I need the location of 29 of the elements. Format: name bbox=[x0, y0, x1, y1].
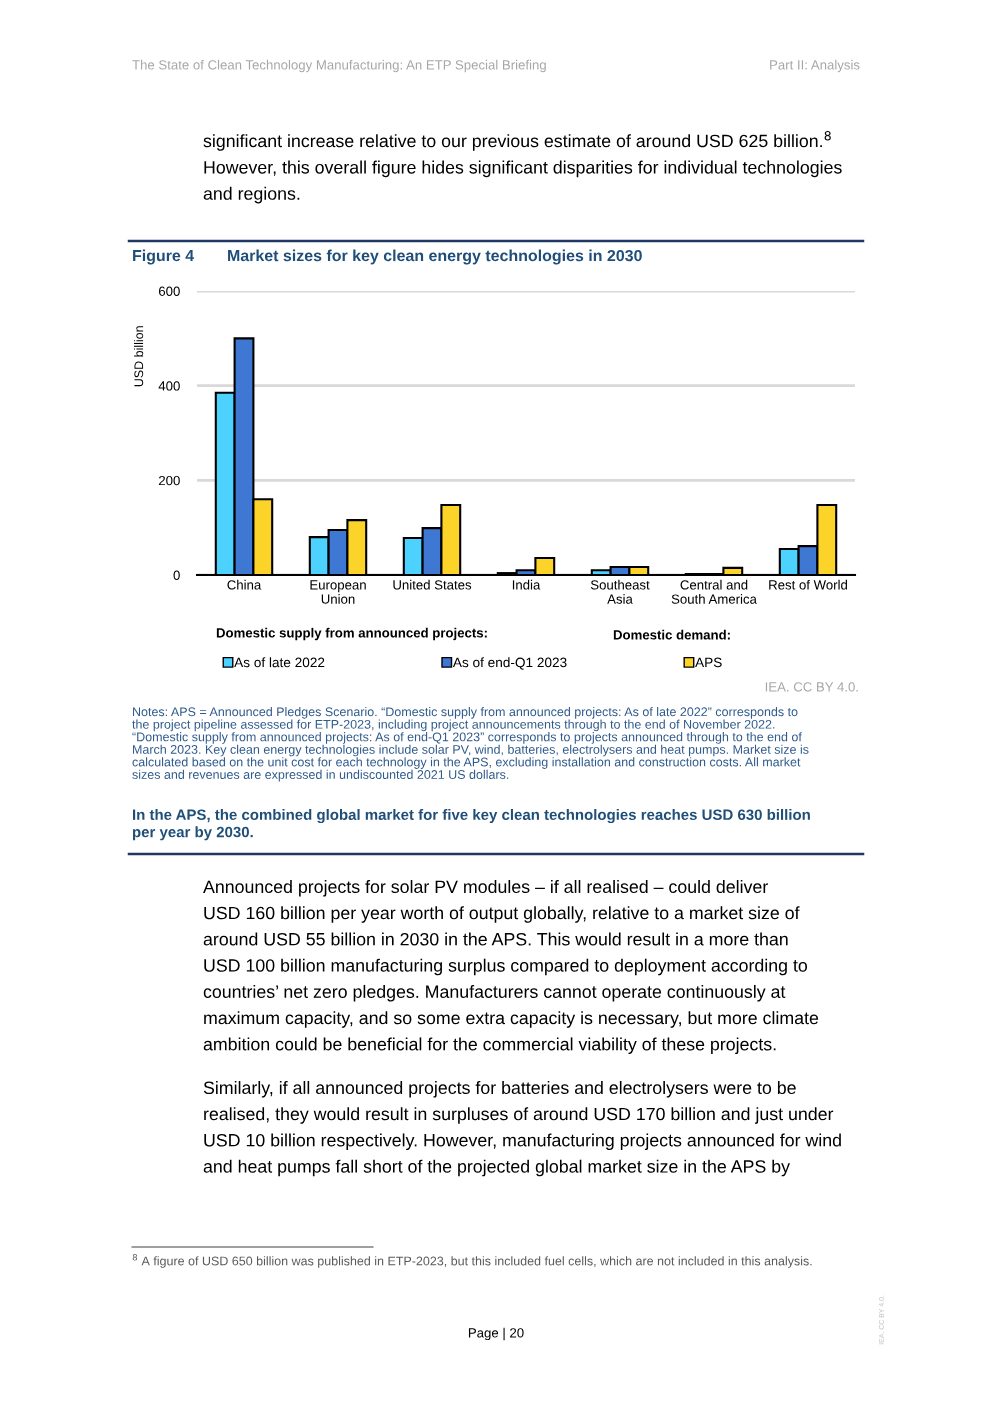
x-tick-label: India bbox=[512, 579, 541, 590]
text: Domestic supply from announced projects: bbox=[216, 627, 487, 641]
text: The State of Clean Technology Manufacturing: An ETP Special Briefing bbox=[132, 59, 546, 73]
chart-title: Market sizes for key clean energy technologies in 2030 bbox=[228, 249, 642, 265]
y-tick-label: 200 bbox=[158, 475, 180, 486]
text: Domestic demand: bbox=[613, 629, 730, 640]
x-tick-label: China bbox=[227, 579, 262, 590]
text: Page | 20 bbox=[468, 1327, 524, 1341]
caption: Figure 4 bbox=[133, 249, 195, 265]
x-tick-label: European Union bbox=[310, 580, 366, 604]
legend-label: As of late 2022 bbox=[234, 657, 325, 668]
text: significant increase relative to our previous estimate of around USD 625 billion.$^{8}$ However, this overall figure hides significant disparities for individual technologies and regions. bbox=[203, 131, 842, 204]
text: IEA. CC BY 4.0. bbox=[765, 682, 858, 692]
x-tick-label: Central and South America bbox=[671, 579, 757, 604]
text: Similarly, if all announced projects for batteries and electrolysers were to be realised, they would result in surpluses of around USD 170 billion and just under USD 10 billion respectively. However, manufacturing projects announced for wind and heat pumps fall short of the projected global market size in the APS by bbox=[203, 1081, 841, 1177]
y-tick-label: 600 bbox=[158, 286, 180, 296]
legend-label: APS bbox=[695, 657, 722, 668]
x-tick-label: Rest of World bbox=[769, 579, 847, 590]
y-tick-label: 400 bbox=[158, 381, 180, 391]
y-axis-title: USD billion bbox=[134, 326, 144, 387]
text: In the APS, the combined global market for five key clean technologies reaches USD 630 billion per year by 2030. bbox=[132, 809, 810, 841]
text: $^{8}$ A figure of USD 650 billion was published in ETP-2023, but this included fuel cells, which are not included in this analysis. bbox=[132, 1254, 812, 1268]
y-tick-label: 0 bbox=[173, 570, 180, 580]
x-tick-label: United States bbox=[393, 579, 472, 590]
text: Notes: APS = Announced Pledges Scenario. “Domestic supply from announced projects: As of late 2022” corresponds to the project pipeline assessed for ETP-2023, including project announcements through to the end of November 2022. “Domestic supply from announced projects: As of end-Q1 2023” corresponds to projects announced through to the end of March 2023. Key clean energy technologies include solar PV, wind, batteries, electrolysers and heat pumps. Market size is calculated based on the unit cost for each technology in the APS, excluding installation and construction costs. All market sizes and revenues are expressed in undiscounted 2021 US dollars. bbox=[132, 707, 809, 782]
text: Announced projects for solar PV modules – if all realised – could deliver USD 160 billion per year worth of output globally, relative to a market size of around USD 55 billion in 2030 in the APS. This would result in a more than USD 100 billion manufacturing surplus compared to deployment according to countries’ net zero pledges. Manufacturers cannot operate continuously at maximum capacity, and so some extra capacity is necessary, but more climate ambition could be beneficial for the commercial viability of these projects. bbox=[203, 880, 819, 1054]
text: Part II: Analysis bbox=[770, 59, 860, 73]
x-tick-label: Southeast Asia bbox=[590, 579, 650, 604]
legend-label: As of end-Q1 2023 bbox=[452, 657, 567, 670]
